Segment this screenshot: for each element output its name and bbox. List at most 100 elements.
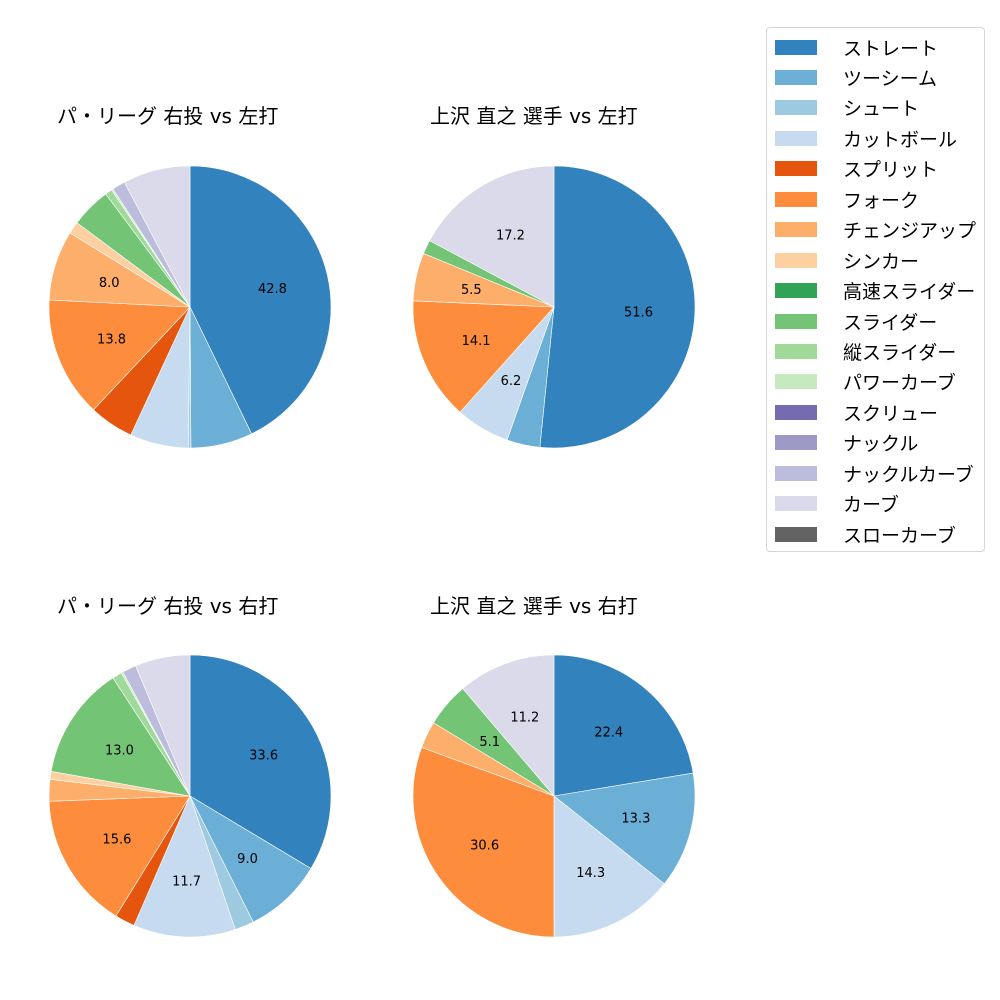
pie-slice bbox=[124, 165, 191, 308]
slice-value-label: 42.8 bbox=[258, 282, 287, 297]
slice-value-label: 22.4 bbox=[594, 725, 623, 740]
slice-value-label: 14.3 bbox=[576, 866, 605, 881]
legend-item: ナックルカーブ bbox=[775, 463, 974, 486]
pie: 42.8 13.8 8.0 bbox=[48, 165, 332, 449]
legend-item: カットボール bbox=[775, 128, 957, 151]
pie-slice bbox=[462, 654, 555, 797]
legend-swatch bbox=[775, 283, 817, 299]
slice-value-label: 13.8 bbox=[97, 333, 126, 348]
chart-title: パ・リーグ 右投 vs 右打 bbox=[57, 594, 279, 618]
legend-swatch bbox=[775, 344, 817, 359]
slice-value-label: 13.0 bbox=[105, 743, 134, 758]
pie-slice bbox=[539, 165, 696, 449]
pie-chart-league-vs-right: パ・リーグ 右投 vs 右打 33.6 9.0 11.7 15.6 13.0 bbox=[0, 0, 380, 1000]
legend-item: シンカー bbox=[775, 250, 919, 273]
legend-item: ナックル bbox=[775, 433, 918, 455]
slice-value-label: 6.2 bbox=[501, 374, 522, 389]
legend-item: 高速スライダー bbox=[775, 281, 975, 303]
legend-swatch bbox=[775, 222, 817, 238]
legend-swatch bbox=[775, 526, 817, 542]
legend-label: 縦スライダー bbox=[843, 342, 957, 364]
pie-slice bbox=[50, 677, 191, 797]
legend-label: ストレート bbox=[843, 37, 939, 60]
legend-item: カーブ bbox=[775, 494, 899, 516]
legend-swatch bbox=[775, 465, 817, 481]
slice-value-label: 17.2 bbox=[496, 228, 525, 243]
legend-label: フォーク bbox=[843, 189, 920, 212]
legend-label: スプリット bbox=[843, 159, 939, 182]
legend-item: 縦スライダー bbox=[775, 342, 956, 364]
legend: ストレートツーシームシュートカットボール スプリットフォークチェンジアップ シンカー… bbox=[766, 27, 985, 552]
legend-item: フォーク bbox=[775, 189, 919, 212]
legend-swatch bbox=[775, 100, 817, 116]
legend-label: パワーカーブ bbox=[843, 372, 956, 395]
pie: 33.6 9.0 11.7 15.6 13.0 bbox=[48, 654, 332, 938]
pie-slice bbox=[189, 654, 332, 869]
legend-label: スローカーブ bbox=[843, 524, 956, 547]
pie-slice bbox=[553, 795, 665, 938]
legend-label: スライダー bbox=[843, 311, 938, 334]
slice-value-label: 30.6 bbox=[470, 838, 499, 853]
pie-slice bbox=[48, 795, 191, 917]
legend-swatch bbox=[775, 496, 817, 512]
legend-label: シンカー bbox=[843, 250, 920, 273]
chart-title: 上沢 直之 選手 vs 右打 bbox=[430, 594, 638, 618]
pie-slice bbox=[133, 795, 236, 938]
legend-item: ツーシーム bbox=[775, 67, 937, 90]
slice-value-label: 11.2 bbox=[510, 711, 539, 726]
legend-item: スローカーブ bbox=[775, 524, 956, 547]
legend-label: チェンジアップ bbox=[843, 220, 977, 243]
pie-slice bbox=[412, 747, 555, 938]
pie-chart-league-vs-left: パ・リーグ 右投 vs 左打 42.8 13.8 8.0 bbox=[0, 0, 380, 480]
slice-value-label: 5.5 bbox=[461, 283, 482, 298]
legend-item: スライダー bbox=[775, 311, 937, 334]
slice-value-label: 15.6 bbox=[102, 833, 131, 848]
slice-value-label: 14.1 bbox=[462, 334, 491, 349]
slice-value-label: 5.1 bbox=[479, 735, 500, 750]
legend-swatch bbox=[775, 435, 817, 451]
chart-title: パ・リーグ 右投 vs 左打 bbox=[57, 104, 279, 128]
legend-swatch bbox=[775, 191, 817, 207]
legend-label: カーブ bbox=[843, 494, 899, 517]
legend-label: ナックルカーブ bbox=[843, 463, 974, 486]
chart-title: 上沢 直之 選手 vs 左打 bbox=[430, 104, 638, 128]
legend-label: ツーシーム bbox=[843, 67, 938, 90]
slice-value-label: 8.0 bbox=[99, 276, 120, 291]
legend-label: スクリュー bbox=[843, 402, 939, 425]
legend-swatch bbox=[775, 130, 817, 146]
pie-slice bbox=[429, 165, 555, 308]
legend-swatch bbox=[775, 404, 817, 420]
pie-slice bbox=[412, 300, 555, 413]
legend-swatch bbox=[775, 69, 817, 85]
legend-swatch bbox=[775, 313, 817, 329]
legend-item: スプリット bbox=[775, 159, 938, 181]
pie-chart-player-vs-left: 上沢 直之 選手 vs 左打 51.6 6.2 14.1 5.5 17.2 bbox=[0, 0, 760, 480]
pie: 51.6 6.2 14.1 5.5 17.2 bbox=[412, 165, 696, 449]
legend-item: チェンジアップ bbox=[775, 220, 976, 242]
pie-slice bbox=[48, 299, 191, 411]
legend-swatch bbox=[775, 374, 817, 390]
pie-slice bbox=[135, 654, 191, 797]
legend-item: パワーカーブ bbox=[775, 372, 956, 394]
legend-item: シュート bbox=[775, 98, 919, 120]
pie-slice bbox=[189, 165, 332, 435]
pie: 22.4 13.3 14.3 30.6 5.1 11.2 bbox=[412, 654, 696, 938]
legend-label: カットボール bbox=[843, 128, 958, 151]
legend-item: ストレート bbox=[775, 37, 938, 60]
slice-value-label: 9.0 bbox=[237, 852, 258, 867]
pie-slice bbox=[553, 772, 696, 885]
pie-slice bbox=[553, 654, 694, 797]
slice-value-label: 11.7 bbox=[172, 875, 201, 890]
slice-value-label: 33.6 bbox=[249, 748, 278, 763]
legend-item: スクリュー bbox=[775, 402, 938, 425]
legend-label: シュート bbox=[843, 98, 920, 121]
pie-chart-player-vs-right: 上沢 直之 選手 vs 右打 22.4 13.3 14.3 30.6 5.1 11.2 bbox=[412, 594, 696, 938]
slice-value-label: 51.6 bbox=[624, 305, 653, 320]
pie-slice bbox=[189, 795, 312, 923]
legend-label: 高速スライダー bbox=[843, 281, 976, 304]
legend-swatch bbox=[775, 252, 817, 268]
legend-swatch bbox=[775, 39, 817, 55]
legend-swatch bbox=[775, 161, 817, 177]
slice-value-label: 13.3 bbox=[621, 811, 650, 826]
legend-label: ナックル bbox=[843, 433, 919, 456]
